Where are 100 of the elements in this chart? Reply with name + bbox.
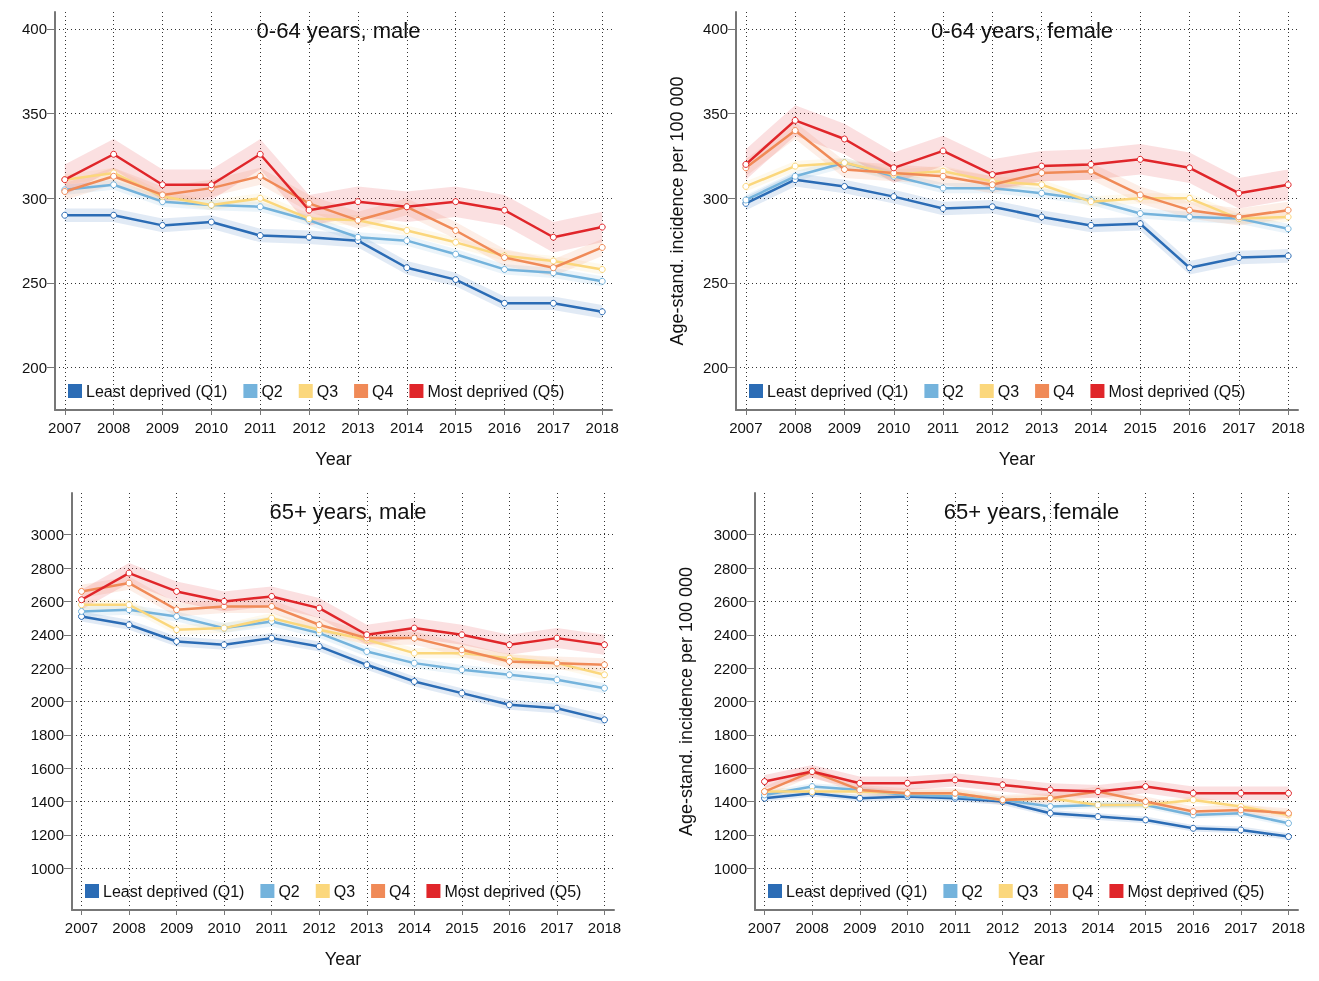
y-tick-label: 2200 bbox=[30, 659, 64, 677]
x-tick-label: 2018 bbox=[585, 419, 619, 436]
legend-label: Q2 bbox=[942, 382, 964, 400]
y-tick-label: 2400 bbox=[30, 626, 64, 644]
x-tick-label: 2014 bbox=[1081, 919, 1115, 936]
x-tick-label: 2017 bbox=[540, 919, 574, 936]
y-tick-label: 3000 bbox=[713, 526, 747, 544]
x-tick-label: 2015 bbox=[1128, 919, 1163, 936]
x-tick-label: 2011 bbox=[244, 419, 277, 436]
legend-label: Q3 bbox=[997, 382, 1020, 400]
x-tick-label: 2013 bbox=[341, 419, 375, 436]
x-tick-label: 2013 bbox=[1033, 919, 1067, 936]
x-tick-label: 2009 bbox=[843, 919, 877, 936]
x-tick-label: 2014 bbox=[1074, 419, 1108, 436]
y-tick-label: 2800 bbox=[713, 559, 747, 577]
y-tick-label: 1800 bbox=[713, 726, 747, 744]
y-tick-label: 400 bbox=[702, 20, 728, 38]
x-tick-label: 2009 bbox=[827, 419, 862, 436]
x-tick-label: 2009 bbox=[159, 919, 194, 936]
legend-label: Q2 bbox=[278, 882, 300, 900]
y-tick-label: 1200 bbox=[713, 826, 747, 844]
chart-title: 65+ years, male bbox=[269, 498, 427, 524]
x-tick-label: 2010 bbox=[890, 919, 925, 936]
x-tick-label: 2018 bbox=[1271, 419, 1305, 436]
x-axis-title: Year bbox=[324, 949, 362, 969]
x-tick-label: 2013 bbox=[1024, 419, 1059, 436]
x-tick-label: 2017 bbox=[536, 419, 571, 436]
y-tick-label: 1600 bbox=[30, 759, 64, 777]
x-tick-label: 2008 bbox=[778, 419, 812, 436]
x-tick-label: 2007 bbox=[729, 419, 763, 436]
y-tick-label: 300 bbox=[702, 189, 728, 207]
x-axis-title: Year bbox=[315, 449, 352, 469]
legend-label: Q4 bbox=[389, 882, 411, 900]
y-tick-label: 250 bbox=[702, 274, 728, 292]
y-tick-label: 2400 bbox=[713, 626, 747, 644]
y-tick-label: 300 bbox=[21, 189, 47, 207]
x-tick-label: 2011 bbox=[255, 919, 288, 936]
y-tick-label: 1200 bbox=[30, 826, 64, 844]
x-tick-label: 2008 bbox=[795, 919, 829, 936]
x-tick-label: 2011 bbox=[926, 419, 960, 436]
x-tick-label: 2016 bbox=[487, 419, 522, 436]
y-tick-label: 2000 bbox=[30, 693, 64, 710]
y-tick-label: 1400 bbox=[713, 793, 747, 811]
legend-label: Least deprived (Q1) bbox=[786, 882, 928, 900]
y-tick-label: 2600 bbox=[30, 592, 64, 610]
y-tick-label: 3000 bbox=[30, 526, 64, 544]
x-tick-label: 2012 bbox=[302, 919, 336, 936]
y-tick-label: 250 bbox=[21, 274, 47, 292]
legend-label: Least deprived (Q1) bbox=[103, 882, 245, 900]
y-tick-label: 1000 bbox=[30, 859, 64, 877]
legend-label: Least deprived (Q1) bbox=[767, 382, 909, 400]
y-tick-label: 350 bbox=[21, 105, 47, 123]
legend-label: Q2 bbox=[261, 382, 283, 400]
x-tick-label: 2016 bbox=[492, 919, 527, 936]
chart-title: 65+ years, female bbox=[943, 498, 1120, 524]
x-axis-title: Year bbox=[998, 449, 1036, 469]
legend-label: Most deprived (Q5) bbox=[1127, 882, 1265, 900]
x-tick-label: 2007 bbox=[64, 919, 99, 936]
y-tick-label: 200 bbox=[702, 359, 728, 377]
chart-title: 0-64 years, male bbox=[256, 17, 421, 43]
x-tick-label: 2017 bbox=[1224, 919, 1258, 936]
x-tick-label: 2018 bbox=[1271, 919, 1306, 936]
x-tick-label: 2016 bbox=[1176, 919, 1210, 936]
y-tick-label: 1600 bbox=[713, 759, 747, 777]
y-tick-label: 2200 bbox=[713, 659, 747, 677]
legend-label: Least deprived (Q1) bbox=[86, 382, 228, 400]
x-tick-label: 2012 bbox=[292, 419, 326, 436]
y-tick-label: 400 bbox=[21, 20, 47, 38]
legend-label: Most deprived (Q5) bbox=[427, 382, 565, 400]
x-tick-label: 2012 bbox=[975, 419, 1010, 436]
x-tick-label: 2015 bbox=[1123, 419, 1157, 436]
x-tick-label: 2008 bbox=[96, 419, 131, 436]
y-tick-label: 1800 bbox=[30, 726, 64, 744]
legend-label: Q3 bbox=[1016, 882, 1039, 900]
legend-label: Q3 bbox=[333, 882, 356, 900]
x-tick-label: 2007 bbox=[747, 919, 782, 936]
legend-label: Most deprived (Q5) bbox=[444, 882, 582, 900]
legend-label: Q3 bbox=[316, 382, 339, 400]
x-axis-title: Year bbox=[1008, 949, 1045, 969]
x-tick-label: 2015 bbox=[438, 419, 473, 436]
x-tick-label: 2010 bbox=[194, 419, 229, 436]
x-tick-label: 2010 bbox=[207, 919, 241, 936]
y-tick-label: 200 bbox=[21, 359, 47, 377]
legend-label: Q4 bbox=[1072, 882, 1094, 900]
x-tick-label: 2013 bbox=[350, 919, 384, 936]
y-tick-label: 2600 bbox=[713, 592, 747, 610]
y-tick-label: 2000 bbox=[713, 693, 747, 710]
y-tick-label: 2800 bbox=[30, 559, 64, 577]
x-tick-label: 2017 bbox=[1222, 419, 1256, 436]
x-tick-label: 2014 bbox=[397, 919, 431, 936]
y-tick-label: 1000 bbox=[713, 859, 747, 877]
x-tick-label: 2009 bbox=[145, 419, 180, 436]
legend-label: Q4 bbox=[372, 382, 394, 400]
x-tick-label: 2007 bbox=[48, 419, 82, 436]
chart-title: 0-64 years, female bbox=[930, 17, 1114, 43]
x-tick-label: 2015 bbox=[445, 919, 479, 936]
legend-label: Most deprived (Q5) bbox=[1108, 382, 1246, 400]
x-tick-label: 2014 bbox=[390, 419, 424, 436]
legend-label: Q2 bbox=[961, 882, 983, 900]
x-tick-label: 2016 bbox=[1172, 419, 1207, 436]
